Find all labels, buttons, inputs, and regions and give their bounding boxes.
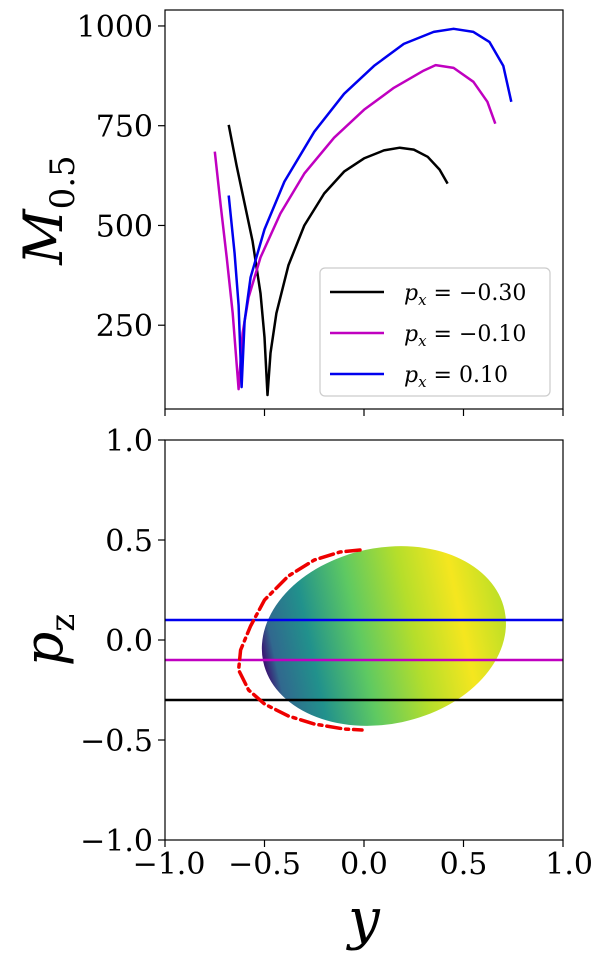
bottom-panel: −1.0 −0.5 0.0 0.5 1.0 −1.0 −0.5 0.0 0.5 1.0 pz y (12, 424, 593, 952)
bottom-y-tick-label: 0.5 (105, 524, 153, 559)
legend-label: px = 0.10 (404, 363, 508, 391)
bottom-y-axis-label: pz (12, 614, 83, 667)
top-y-ticks: 250 500 750 1000 (77, 10, 165, 344)
bottom-y-tick-label: −1.0 (80, 824, 153, 859)
top-y-tick-label: 250 (96, 309, 153, 344)
bottom-y-ticks: −1.0 −0.5 0.0 0.5 1.0 (80, 424, 165, 859)
bottom-x-tick-label: −0.5 (228, 847, 301, 882)
top-y-tick-label: 750 (96, 110, 153, 145)
top-x-ticks (164, 409, 564, 416)
boundary-curve (236, 548, 364, 732)
bottom-x-axis-label: y (345, 887, 381, 952)
bottom-y-tick-label: −0.5 (80, 724, 153, 759)
top-y-tick-label: 500 (96, 209, 153, 244)
px-lines-group (165, 618, 563, 702)
top-series-group (213, 27, 513, 397)
bottom-x-tick-label: −1.0 (133, 847, 206, 882)
series-line-2 (227, 27, 513, 389)
bottom-x-tick-label: 0.5 (440, 847, 488, 882)
bottom-x-ticks: −1.0 −0.5 0.0 0.5 1.0 (133, 840, 593, 882)
bottom-y-tick-label: 1.0 (105, 424, 153, 459)
series-line-1 (213, 63, 497, 391)
legend-box (319, 267, 551, 397)
heatmap-ellipse (261, 546, 506, 726)
bottom-x-tick-label: 0.0 (340, 847, 388, 882)
top-y-tick-label: 1000 (77, 10, 153, 45)
top-y-axis-label: M0.5 (12, 155, 83, 265)
legend-label: px = −0.30 (404, 281, 526, 309)
series-line-0 (227, 124, 449, 397)
bottom-y-tick-label: 0.0 (105, 624, 153, 659)
bottom-x-tick-label: 1.0 (545, 847, 593, 882)
legend: px = −0.30 px = −0.10 px = 0.10 (319, 267, 551, 397)
legend-label: px = −0.10 (404, 322, 526, 350)
